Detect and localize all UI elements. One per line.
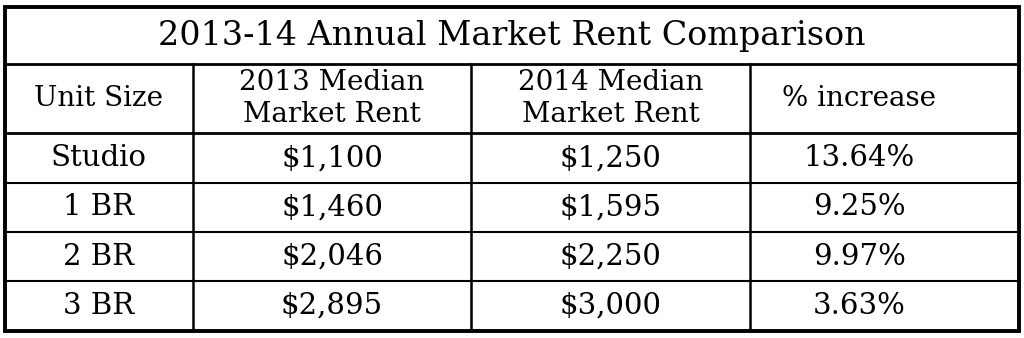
Text: $2,250: $2,250 — [560, 243, 662, 271]
Text: $1,250: $1,250 — [560, 144, 662, 172]
Text: $2,046: $2,046 — [281, 243, 383, 271]
Text: Unit Size: Unit Size — [35, 85, 164, 112]
Text: 1 BR: 1 BR — [63, 193, 134, 221]
Text: 2014 Median
Market Rent: 2014 Median Market Rent — [518, 69, 703, 128]
Text: $3,000: $3,000 — [560, 292, 662, 320]
Text: $1,595: $1,595 — [560, 193, 662, 221]
Text: 3 BR: 3 BR — [63, 292, 134, 320]
Text: Studio: Studio — [51, 144, 146, 172]
Text: $2,895: $2,895 — [281, 292, 383, 320]
Text: % increase: % increase — [782, 85, 936, 112]
Text: 9.25%: 9.25% — [813, 193, 905, 221]
Text: 2 BR: 2 BR — [63, 243, 134, 271]
Text: 2013-14 Annual Market Rent Comparison: 2013-14 Annual Market Rent Comparison — [159, 20, 865, 52]
Text: $1,100: $1,100 — [282, 144, 383, 172]
Text: 13.64%: 13.64% — [804, 144, 914, 172]
Text: 9.97%: 9.97% — [813, 243, 905, 271]
Text: 2013 Median
Market Rent: 2013 Median Market Rent — [240, 69, 425, 128]
Text: $1,460: $1,460 — [281, 193, 383, 221]
Text: 3.63%: 3.63% — [813, 292, 905, 320]
